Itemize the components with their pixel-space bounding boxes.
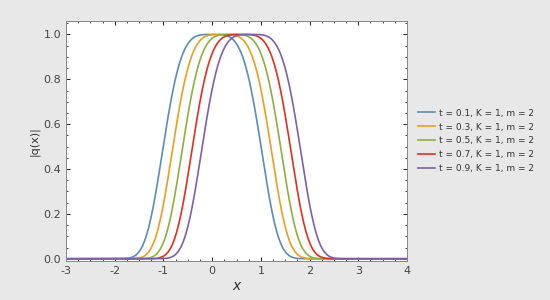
t = 0.3, K = 1, m = 2 (378, 257, 385, 261)
t = 0.3, K = 1, m = 2 (205, 34, 211, 37)
t = 0.7, K = 1, m = 2 (106, 257, 113, 261)
t = 0.7, K = 1, m = 2 (238, 33, 245, 36)
Line: t = 0.9, K = 1, m = 2: t = 0.9, K = 1, m = 2 (42, 34, 431, 259)
t = 0.5, K = 1, m = 2 (428, 257, 435, 261)
t = 0.9, K = 1, m = 2 (248, 33, 255, 36)
Line: t = 0.7, K = 1, m = 2: t = 0.7, K = 1, m = 2 (42, 34, 431, 259)
t = 0.1, K = 1, m = 2 (378, 257, 385, 261)
t = 0.1, K = 1, m = 2 (421, 257, 427, 261)
t = 0.5, K = 1, m = 2 (188, 95, 194, 99)
t = 0.9, K = 1, m = 2 (205, 110, 211, 113)
t = 0.7, K = 1, m = 2 (205, 64, 211, 68)
Line: t = 0.5, K = 1, m = 2: t = 0.5, K = 1, m = 2 (42, 34, 431, 259)
t = 0.5, K = 1, m = 2 (83, 257, 90, 261)
t = 0.3, K = 1, m = 2 (188, 56, 194, 59)
t = 0.7, K = 1, m = 2 (378, 257, 385, 261)
Line: t = 0.1, K = 1, m = 2: t = 0.1, K = 1, m = 2 (42, 34, 431, 259)
t = 0.1, K = 1, m = 2 (106, 257, 113, 261)
t = 0.9, K = 1, m = 2 (421, 257, 427, 261)
t = 0.7, K = 1, m = 2 (39, 257, 45, 261)
Legend: t = 0.1, K = 1, m = 2, t = 0.3, K = 1, m = 2, t = 0.5, K = 1, m = 2, t = 0.7, K : t = 0.1, K = 1, m = 2, t = 0.3, K = 1, m… (419, 109, 534, 173)
t = 0.5, K = 1, m = 2 (421, 257, 427, 261)
t = 0.3, K = 1, m = 2 (218, 33, 225, 36)
t = 0.3, K = 1, m = 2 (428, 257, 435, 261)
t = 0.9, K = 1, m = 2 (428, 257, 435, 261)
X-axis label: x: x (232, 279, 241, 292)
t = 0.9, K = 1, m = 2 (378, 257, 385, 261)
t = 0.3, K = 1, m = 2 (39, 257, 45, 261)
t = 0.5, K = 1, m = 2 (205, 41, 211, 45)
Y-axis label: |q(x)|: |q(x)| (29, 126, 39, 156)
t = 0.3, K = 1, m = 2 (421, 257, 427, 261)
t = 0.7, K = 1, m = 2 (428, 257, 435, 261)
t = 0.5, K = 1, m = 2 (228, 33, 235, 36)
t = 0.1, K = 1, m = 2 (39, 257, 45, 261)
t = 0.1, K = 1, m = 2 (83, 257, 90, 261)
t = 0.9, K = 1, m = 2 (106, 257, 113, 261)
t = 0.5, K = 1, m = 2 (378, 257, 385, 261)
t = 0.3, K = 1, m = 2 (106, 257, 113, 261)
t = 0.5, K = 1, m = 2 (106, 257, 113, 261)
Line: t = 0.3, K = 1, m = 2: t = 0.3, K = 1, m = 2 (42, 34, 431, 259)
t = 0.3, K = 1, m = 2 (83, 257, 90, 261)
t = 0.9, K = 1, m = 2 (83, 257, 90, 261)
t = 0.9, K = 1, m = 2 (188, 211, 194, 214)
t = 0.1, K = 1, m = 2 (205, 33, 211, 36)
t = 0.7, K = 1, m = 2 (83, 257, 90, 261)
t = 0.1, K = 1, m = 2 (209, 33, 216, 36)
t = 0.9, K = 1, m = 2 (39, 257, 45, 261)
t = 0.5, K = 1, m = 2 (39, 257, 45, 261)
t = 0.7, K = 1, m = 2 (421, 257, 427, 261)
t = 0.1, K = 1, m = 2 (188, 38, 194, 41)
t = 0.7, K = 1, m = 2 (188, 154, 194, 157)
t = 0.1, K = 1, m = 2 (428, 257, 435, 261)
